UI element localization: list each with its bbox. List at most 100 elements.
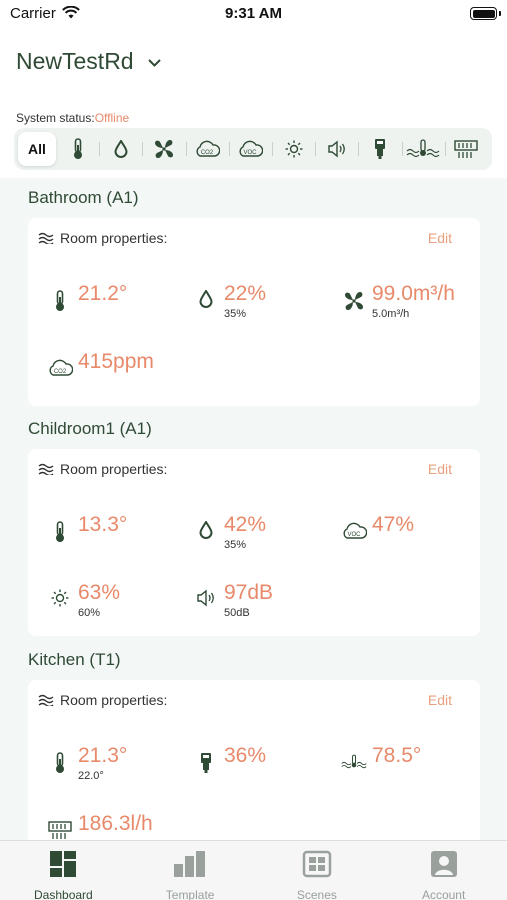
room-title: Bathroom (A1) <box>28 188 139 207</box>
room-title: Kitchen (T1) <box>28 650 121 669</box>
tab-label: Dashboard <box>34 888 93 900</box>
edit-button[interactable]: Edit <box>427 461 452 477</box>
svg-text:CO2: CO2 <box>54 369 67 375</box>
filter-voc-icon[interactable]: VOC <box>228 132 272 166</box>
tab-scenes[interactable]: Scenes <box>254 841 381 900</box>
wifi-icon <box>62 5 80 24</box>
filter-co2-icon[interactable]: CO2 <box>185 132 229 166</box>
home-selector[interactable]: NewTestRd <box>16 48 161 75</box>
humidity-icon <box>192 521 220 539</box>
metric-temperature: 13.3° <box>46 513 127 543</box>
metric-value: 99.0m³/h <box>372 282 455 305</box>
metric-value: 21.3° <box>78 744 128 767</box>
metric-value: 22% <box>224 282 267 305</box>
metric-temperature: 21.3° 22.0° <box>46 744 127 782</box>
properties-wave-icon <box>38 463 54 475</box>
tab-template[interactable]: Template <box>127 841 254 900</box>
thermometer-icon <box>46 752 74 774</box>
filter-sound-icon[interactable] <box>315 132 358 166</box>
filter-humidity-icon[interactable] <box>99 132 142 166</box>
room-properties-header: Room properties: <box>38 230 167 246</box>
tab-bar: Dashboard Template Scenes Account <box>0 840 507 900</box>
metric-light: 63% 60% <box>46 581 120 619</box>
room-properties-label: Room properties: <box>60 692 168 708</box>
sound-icon <box>192 589 220 607</box>
metric-water-temperature: 78.5° <box>340 744 421 772</box>
carrier-label: Carrier <box>10 5 56 22</box>
metric-value: 186.3l/h <box>78 812 153 835</box>
metric-target: 50dB <box>224 607 250 619</box>
co2-icon: CO2 <box>46 358 74 378</box>
metric-target: 60% <box>78 607 101 619</box>
metric-value: 97dB <box>224 581 274 604</box>
room-card: Room properties: Edit 13.3° 42% 35% VOC 4… <box>28 449 480 636</box>
properties-wave-icon <box>38 232 54 244</box>
metric-value: 415ppm <box>78 350 154 373</box>
sensor-filter-bar: All CO2 VOC <box>14 128 492 170</box>
tab-account[interactable]: Account <box>380 841 507 900</box>
status-bar: Carrier 9:31 AM <box>0 0 507 30</box>
home-title: NewTestRd <box>16 48 134 74</box>
sensor-device-icon <box>192 752 220 774</box>
fan-icon <box>340 290 368 312</box>
dashboard-icon <box>49 850 77 883</box>
metric-voc: VOC 47% <box>340 513 414 541</box>
template-icon <box>173 850 207 883</box>
filter-fan-icon[interactable] <box>142 132 185 166</box>
thermometer-icon <box>46 521 74 543</box>
metric-humidity: 42% 35% <box>192 513 266 551</box>
room-properties-header: Room properties: <box>38 692 167 708</box>
filter-sensor-device-icon[interactable] <box>358 132 401 166</box>
system-status: System status:Offline <box>16 111 129 125</box>
humidity-icon <box>192 290 220 308</box>
metric-humidity: 22% 35% <box>192 282 266 320</box>
light-icon <box>46 589 74 607</box>
edit-button[interactable]: Edit <box>427 692 452 708</box>
tab-label: Template <box>165 888 215 900</box>
system-status-value: Offline <box>94 111 130 125</box>
metric-value: 63% <box>78 581 121 604</box>
chevron-down-icon <box>147 54 161 72</box>
metric-target: 22.0° <box>78 770 104 782</box>
water-temperature-icon <box>340 752 368 772</box>
room-card: Room properties: Edit 21.3° 22.0° 36% 78.… <box>28 680 480 840</box>
voc-icon: VOC <box>340 521 368 541</box>
tab-dashboard[interactable]: Dashboard <box>0 841 127 900</box>
metric-value: 21.2° <box>78 282 128 305</box>
filter-all[interactable]: All <box>18 132 56 166</box>
battery-icon <box>470 7 497 20</box>
metric-heater: 186.3l/h <box>46 812 153 840</box>
room-properties-header: Room properties: <box>38 461 167 477</box>
metric-value: 13.3° <box>78 513 128 536</box>
thermometer-icon <box>46 290 74 312</box>
properties-wave-icon <box>38 694 54 706</box>
svg-text:VOC: VOC <box>347 532 361 538</box>
metric-target: 35% <box>224 308 247 320</box>
metric-temperature: 21.2° <box>46 282 127 312</box>
filter-water-temperature-icon[interactable] <box>401 132 445 166</box>
account-icon <box>430 850 458 883</box>
tab-label: Account <box>421 888 466 900</box>
heater-icon <box>46 820 74 840</box>
rooms-list[interactable]: Bathroom (A1) Room properties: Edit 21.2… <box>0 178 507 840</box>
tab-label: Scenes <box>296 888 337 900</box>
edit-button[interactable]: Edit <box>427 230 452 246</box>
room-properties-label: Room properties: <box>60 461 168 477</box>
room-title: Childroom1 (A1) <box>28 419 152 438</box>
metric-target: 5.0m³/h <box>372 308 410 320</box>
metric-value: 47% <box>372 513 415 536</box>
room-properties-label: Room properties: <box>60 230 168 246</box>
metric-value: 42% <box>224 513 267 536</box>
filter-light-icon[interactable] <box>272 132 315 166</box>
metric-value: 36% <box>224 744 267 767</box>
room-card: Room properties: Edit 21.2° 22% 35% 99.0m… <box>28 218 480 406</box>
metric-sensor: 36% <box>192 744 266 774</box>
filter-heater-icon[interactable] <box>444 132 488 166</box>
metric-co2: CO2 415ppm <box>46 350 154 378</box>
metric-airflow: 99.0m³/h 5.0m³/h <box>340 282 455 320</box>
system-status-label: System status: <box>16 111 95 125</box>
metric-target: 35% <box>224 539 247 551</box>
svg-text:CO2: CO2 <box>201 150 214 156</box>
metric-value: 78.5° <box>372 744 422 767</box>
filter-thermometer-icon[interactable] <box>56 132 99 166</box>
